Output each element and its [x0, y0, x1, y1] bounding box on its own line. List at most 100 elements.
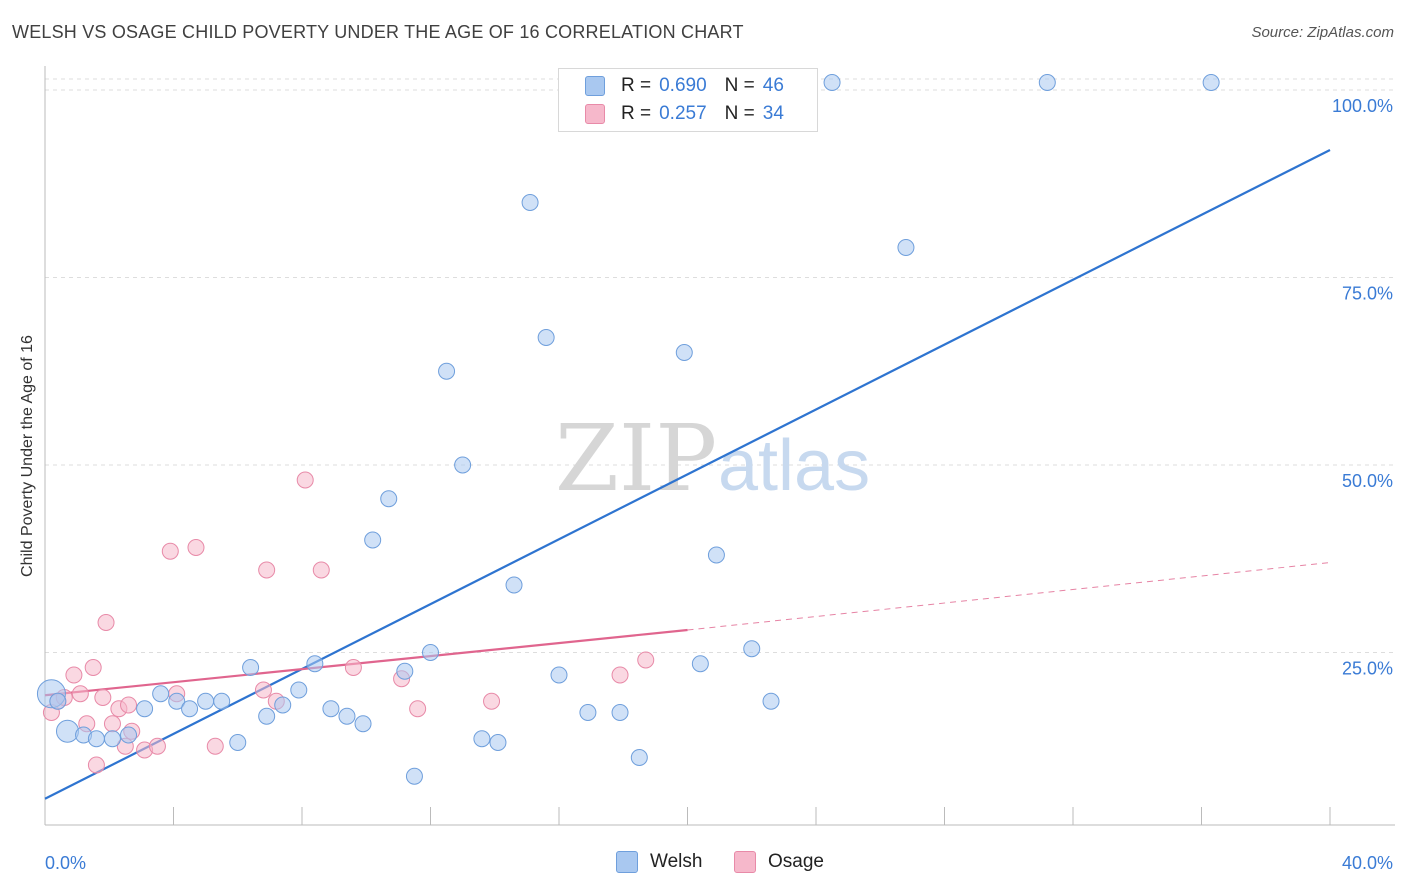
welsh-n-label: N =	[724, 75, 755, 96]
welsh-point	[242, 659, 260, 676]
legend-row-welsh: R = 0.690 N = 46	[585, 73, 784, 99]
correlation-legend: R = 0.690 N = 46 R = 0.257 N = 34	[558, 68, 818, 132]
legend-item-osage[interactable]: Osage	[734, 851, 824, 873]
osage-point	[103, 715, 121, 733]
welsh-point	[505, 576, 523, 594]
osage-point	[84, 659, 102, 676]
osage-point	[344, 659, 362, 676]
osage-point	[637, 651, 655, 669]
osage-point	[258, 561, 276, 579]
welsh-point	[1202, 74, 1220, 91]
welsh-point	[579, 704, 597, 721]
welsh-point	[338, 707, 356, 725]
welsh-point	[322, 700, 340, 718]
welsh-legend-label: Welsh	[650, 851, 703, 872]
x-tick-label: 0.0%	[45, 853, 86, 873]
welsh-point	[675, 344, 693, 361]
osage-point	[206, 737, 224, 755]
legend-item-welsh[interactable]: Welsh	[616, 851, 702, 873]
welsh-point	[49, 692, 67, 710]
osage-point	[187, 539, 205, 556]
welsh-point	[454, 456, 472, 474]
welsh-point	[364, 531, 382, 549]
welsh-trend-line	[44, 149, 1331, 800]
y-tick-label: 50.0%	[1342, 471, 1393, 491]
welsh-point	[55, 719, 79, 743]
osage-point	[87, 756, 105, 774]
legend-row-osage: R = 0.257 N = 34	[585, 101, 784, 127]
y-tick-label: 100.0%	[1332, 96, 1393, 116]
source-label: Source: ZipAtlas.com	[1251, 24, 1394, 41]
osage-legend-label: Osage	[768, 851, 824, 872]
welsh-point	[213, 692, 231, 710]
welsh-point	[405, 767, 423, 785]
x-tick-label: 40.0%	[1342, 853, 1393, 873]
osage-n-value: 34	[762, 103, 784, 124]
welsh-point	[87, 730, 105, 748]
osage-point	[312, 561, 330, 579]
welsh-point	[537, 329, 555, 346]
osage-point	[97, 614, 115, 631]
welsh-point	[707, 546, 725, 564]
welsh-n-value: 46	[762, 75, 784, 96]
osage-point	[254, 681, 272, 699]
welsh-point	[354, 715, 372, 733]
data-points	[36, 74, 1220, 785]
welsh-r-value: 0.690	[659, 75, 707, 96]
welsh-point	[120, 726, 138, 744]
welsh-point	[743, 640, 761, 658]
osage-legend-swatch	[734, 851, 756, 873]
osage-point	[483, 692, 501, 710]
osage-point	[161, 542, 179, 560]
y-tick-label: 75.0%	[1342, 284, 1393, 304]
welsh-point	[422, 644, 439, 661]
welsh-point	[396, 662, 414, 680]
welsh-point	[897, 239, 915, 256]
watermark-zip: ZIP	[555, 405, 717, 512]
welsh-point	[136, 700, 154, 718]
welsh-point	[630, 749, 648, 766]
osage-point	[148, 737, 166, 755]
welsh-r-label: R =	[621, 75, 652, 96]
tick-labels: 25.0% 50.0% 75.0% 100.0% 0.0% 40.0%	[45, 96, 1393, 873]
welsh-point	[550, 666, 568, 684]
osage-point	[296, 471, 314, 489]
axes	[44, 66, 1395, 826]
osage-r-label: R =	[621, 103, 652, 124]
welsh-point	[473, 730, 491, 748]
welsh-point	[290, 681, 308, 699]
welsh-point	[103, 730, 121, 748]
osage-point	[94, 689, 112, 706]
grid-lines	[45, 78, 1395, 653]
trend-lines	[44, 149, 1331, 800]
osage-point	[71, 685, 89, 703]
welsh-point	[691, 655, 709, 673]
welsh-point	[823, 74, 841, 91]
welsh-point	[762, 692, 780, 710]
welsh-point	[258, 707, 276, 725]
chart-title: WELSH VS OSAGE CHILD POVERTY UNDER THE A…	[12, 22, 744, 42]
welsh-point	[306, 655, 324, 673]
watermark-atlas: atlas	[718, 426, 870, 506]
welsh-point	[229, 734, 247, 751]
welsh-point	[181, 700, 199, 718]
osage-swatch	[585, 104, 605, 124]
welsh-point	[152, 685, 170, 703]
welsh-point	[380, 490, 398, 508]
welsh-point	[168, 692, 186, 710]
osage-r-value: 0.257	[659, 103, 707, 124]
osage-point	[65, 666, 83, 684]
watermark: ZIP atlas	[555, 405, 870, 512]
osage-trend-extension	[687, 562, 1331, 631]
welsh-point	[521, 194, 539, 211]
osage-n-label: N =	[724, 103, 755, 124]
welsh-point	[438, 362, 456, 380]
welsh-point	[611, 704, 629, 721]
osage-trend-line	[44, 628, 688, 697]
osage-point	[409, 700, 427, 718]
series-legend: Welsh Osage	[0, 851, 1406, 879]
welsh-point	[489, 734, 507, 751]
welsh-point	[274, 696, 292, 714]
osage-point	[120, 696, 138, 714]
